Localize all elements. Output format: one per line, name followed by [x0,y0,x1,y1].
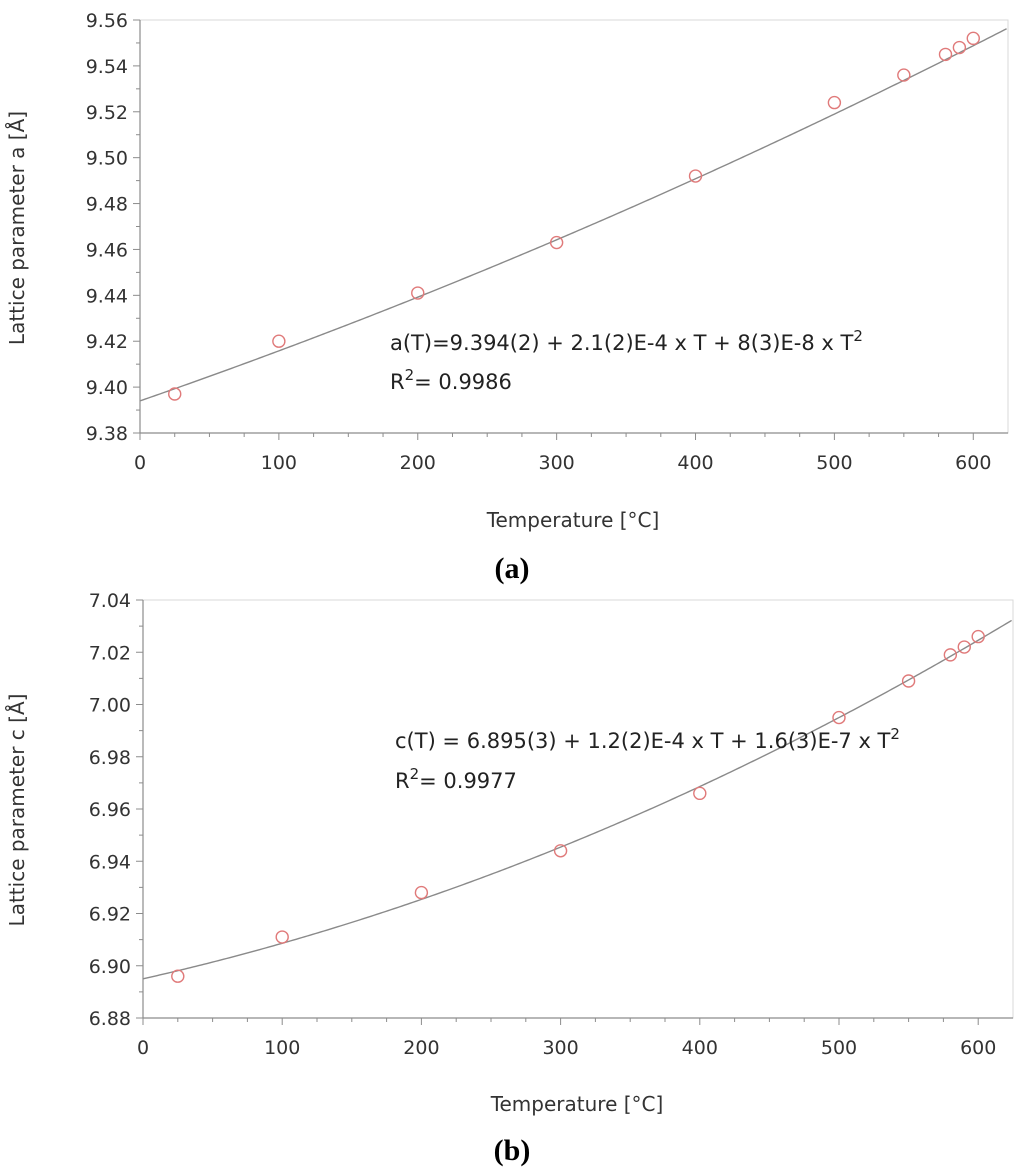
data-point-a [952,40,967,55]
panel-label-a: (a) [495,552,530,585]
y-tick-label-a: 9.40 [86,377,128,399]
data-point-b [943,648,958,662]
y-tick-label-a: 9.46 [86,239,128,261]
y-tick-label-a: 9.56 [86,10,128,32]
y-tick-label-a: 9.44 [86,285,128,307]
plot-area-b [142,599,1014,1019]
y-tick-label-b: 7.00 [89,695,131,717]
y-tick-label-a: 9.48 [86,194,128,216]
y-tick-label-b: 6.94 [89,851,131,873]
x-tick-label-b: 400 [682,1037,718,1059]
x-tick-label-b: 300 [542,1037,578,1059]
y-axis-title-b: Lattice parameter c [Å] [5,694,29,927]
data-points-a [168,31,980,401]
chart-panel-a: 9.38 9.40 9.42 9.44 9.46 9.48 9.50 9.52 9.54 9.56… [5,10,1009,585]
data-point-a [168,387,182,401]
r-squared-b: R2= 0.9977 [395,765,517,793]
r-squared-b-value: = 0.9977 [419,769,517,793]
y-tick-label-a: 9.38 [86,423,128,445]
x-tick-label-a: 200 [400,452,436,474]
data-point-b [414,885,429,900]
r-squared-a-value: = 0.9986 [414,370,512,394]
data-point-a [897,68,911,82]
data-point-b [957,640,971,654]
x-tick-label-b: 100 [264,1037,300,1059]
x-tick-label-a: 600 [955,452,991,474]
y-tick-label-b: 6.92 [89,904,131,926]
data-point-a [272,334,286,348]
data-point-b [901,674,916,688]
y-axis-title-a: Lattice parameter a [Å] [5,111,29,345]
y-tick-label-a: 9.54 [86,56,128,78]
axes-b: 6.88 6.90 6.92 6.94 6.96 6.98 7.00 7.02 7.04 0 100… [89,590,1013,1059]
data-point-b [693,786,707,801]
equation-a-main: a(T)=9.394(2) + 2.1(2)E-4 x T + 8(3)E-8 … [390,331,853,355]
data-point-a [827,95,842,110]
x-axis-title-b: Temperature [°C] [490,1092,664,1116]
data-point-a [411,286,425,300]
x-tick-label-a: 400 [677,452,713,474]
data-point-b [832,710,846,725]
plot-area-a [139,19,1009,434]
data-points-b [171,629,985,983]
y-tick-label-b: 6.98 [89,747,131,769]
data-point-a [966,31,980,46]
x-axis-title-a: Temperature [°C] [486,508,660,532]
fit-curve-b [142,619,1012,980]
y-tick-label-b: 7.02 [89,642,131,664]
r-squared-b-superscript: 2 [410,765,420,783]
y-tick-label-a: 9.42 [86,331,128,353]
equation-a: a(T)=9.394(2) + 2.1(2)E-4 x T + 8(3)E-8 … [390,327,863,355]
y-tick-label-b: 6.96 [89,799,131,821]
x-tick-label-a: 500 [816,452,852,474]
x-tick-label-b: 600 [960,1037,996,1059]
x-tick-label-b: 0 [137,1037,149,1059]
data-point-a [938,47,953,62]
data-point-b [275,930,289,944]
r-squared-b-prefix: R [395,769,410,793]
chart-panel-b: 6.88 6.90 6.92 6.94 6.96 6.98 7.00 7.02 7.04 0 100… [5,590,1014,1167]
data-point-a [688,169,703,183]
data-point-b [971,629,985,644]
y-tick-label-a: 9.52 [86,102,128,124]
equation-a-superscript: 2 [853,327,863,345]
equation-b: c(T) = 6.895(3) + 1.2(2)E-4 x T + 1.6(3)… [395,725,900,753]
axes-a: 9.38 9.40 9.42 9.44 9.46 9.48 9.50 9.52 9.54 9.56… [86,10,1008,474]
x-tick-label-a: 0 [134,452,146,474]
x-tick-label-a: 100 [261,452,297,474]
data-point-b [171,969,185,983]
equation-b-main: c(T) = 6.895(3) + 1.2(2)E-4 x T + 1.6(3)… [395,729,891,753]
data-point-b [553,844,568,858]
x-tick-label-b: 500 [821,1037,857,1059]
fit-line-a [139,28,1007,402]
y-tick-label-b: 6.90 [89,956,131,978]
y-tick-label-a: 9.50 [86,148,128,170]
y-tick-label-b: 6.88 [89,1008,131,1030]
fit-curve-a [139,28,1007,402]
fit-line-b [142,619,1012,980]
equation-b-superscript: 2 [890,725,900,743]
y-tick-label-b: 7.04 [89,590,131,612]
x-tick-label-b: 200 [403,1037,439,1059]
data-point-a [549,235,564,250]
r-squared-a-superscript: 2 [405,366,415,384]
x-tick-label-a: 300 [539,452,575,474]
panel-label-b: (b) [494,1134,531,1167]
r-squared-a: R2= 0.9986 [390,366,512,394]
r-squared-a-prefix: R [390,370,405,394]
